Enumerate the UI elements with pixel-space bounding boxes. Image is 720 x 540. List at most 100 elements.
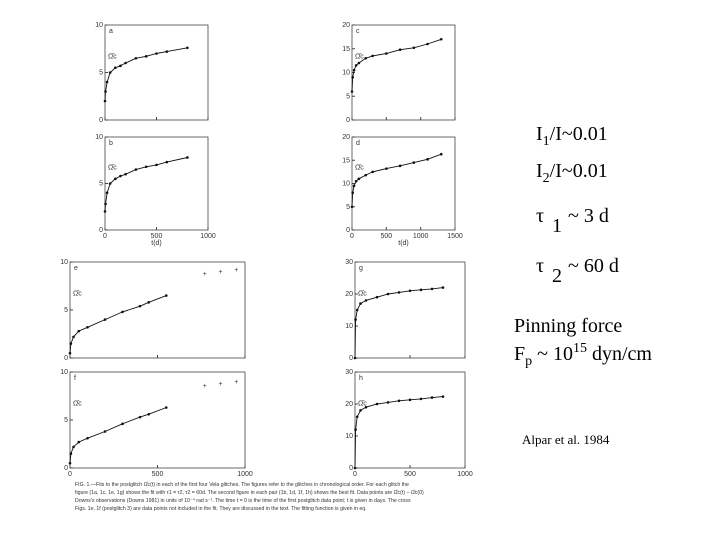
y-tick-label: 5 — [64, 307, 68, 314]
panel-label: a — [109, 28, 113, 35]
data-point — [364, 173, 368, 177]
data-point — [441, 395, 445, 398]
data-point — [352, 68, 356, 72]
y-label: Ω̂c — [108, 53, 117, 60]
symbol: I — [536, 160, 543, 182]
frame — [354, 371, 466, 469]
data-point — [164, 406, 168, 409]
data-point — [105, 80, 109, 84]
x-tick-label: 1000 — [200, 233, 216, 240]
panel: h Ω̂c 0 10 20 30 0 500 1000 — [345, 369, 473, 478]
fit-curve — [354, 287, 444, 359]
y-tick-label: 15 — [342, 157, 350, 164]
data-point — [114, 66, 117, 70]
y-tick-label: 0 — [346, 227, 350, 234]
data-point — [103, 210, 107, 213]
frame — [351, 24, 456, 121]
fit-curve — [69, 295, 167, 354]
exponent: 15 — [573, 341, 587, 356]
data-point — [121, 422, 124, 426]
fit-curve — [351, 153, 442, 207]
panel-label: h — [359, 375, 363, 382]
panel-label: e — [74, 265, 78, 272]
panel-label: b — [109, 140, 113, 147]
panel-label: f — [74, 375, 76, 382]
panel: d Ω̂c 0 5 10 15 20 0 500 1000 1500 t(d) — [342, 134, 463, 247]
subscript: 2 — [552, 265, 562, 287]
text: dyn/cm — [587, 343, 652, 365]
y-tick-label: 10 — [345, 323, 353, 330]
data-point — [426, 42, 429, 46]
subscript: 1 — [543, 134, 550, 149]
data-point — [350, 205, 354, 209]
x-tick-label: 500 — [151, 233, 163, 240]
data-point — [138, 304, 142, 308]
data-point — [108, 182, 112, 185]
data-point — [103, 318, 107, 321]
panel: c Ω̂c 0 5 10 15 20 — [342, 22, 456, 124]
frame — [69, 261, 246, 359]
text: /I~0.01 — [550, 160, 608, 182]
data-point — [351, 191, 354, 195]
data-point — [108, 71, 112, 74]
data-point — [119, 174, 122, 178]
data-point — [134, 168, 138, 171]
y-tick-label: 0 — [64, 465, 68, 472]
y-tick-label: 10 — [95, 22, 103, 29]
data-point — [354, 428, 357, 431]
data-point — [86, 436, 89, 440]
cross-point: + — [234, 267, 238, 274]
data-point — [186, 156, 189, 159]
data-point — [419, 288, 423, 292]
data-point — [371, 54, 374, 58]
panel: g Ω̂c 0 10 20 30 — [345, 259, 466, 362]
data-point — [371, 170, 374, 174]
y-tick-label: 5 — [99, 181, 103, 188]
data-point — [186, 46, 189, 50]
tau-2: τ 2 ~ 60 d — [536, 255, 619, 287]
frame — [354, 261, 466, 359]
data-point — [353, 466, 357, 470]
data-point — [439, 152, 443, 156]
data-point — [357, 61, 361, 65]
data-point — [155, 163, 158, 167]
pinning-label: Pinning force — [514, 315, 622, 337]
y-tick-label: 10 — [60, 259, 68, 266]
data-point — [397, 399, 401, 403]
data-point — [412, 46, 416, 50]
data-point — [86, 325, 89, 329]
y-tick-label: 15 — [342, 46, 350, 53]
data-point — [357, 177, 361, 181]
data-point — [119, 64, 122, 68]
fit-curve — [69, 407, 167, 464]
data-point — [439, 37, 443, 41]
data-point — [441, 286, 445, 289]
x-tick-label: 500 — [152, 471, 164, 478]
data-point — [385, 52, 388, 55]
cross-point: + — [218, 269, 222, 276]
x-tick-label: 1500 — [447, 233, 463, 240]
y-tick-label: 5 — [64, 417, 68, 424]
data-point — [351, 75, 354, 79]
data-point — [164, 294, 168, 297]
symbol: I — [536, 123, 543, 145]
data-point — [147, 301, 151, 304]
y-tick-label: 10 — [342, 181, 350, 188]
data-point — [430, 287, 434, 291]
y-label: Ω̂c — [355, 53, 364, 60]
y-tick-label: 30 — [345, 369, 353, 376]
data-point — [398, 48, 402, 51]
data-point — [103, 430, 107, 433]
data-point — [77, 329, 81, 333]
fit-curve — [104, 157, 188, 212]
data-point — [114, 177, 117, 181]
data-point — [353, 356, 357, 360]
y-tick-label: 20 — [342, 22, 350, 29]
data-point — [386, 401, 390, 404]
caption-line: Downs's observations (Downs 1981) in uni… — [75, 498, 411, 504]
data-point — [430, 396, 434, 399]
data-point — [364, 56, 368, 60]
data-point — [124, 172, 127, 176]
force: Fp ~ 1015 dyn/cm — [514, 341, 652, 369]
y-tick-label: 10 — [95, 134, 103, 141]
